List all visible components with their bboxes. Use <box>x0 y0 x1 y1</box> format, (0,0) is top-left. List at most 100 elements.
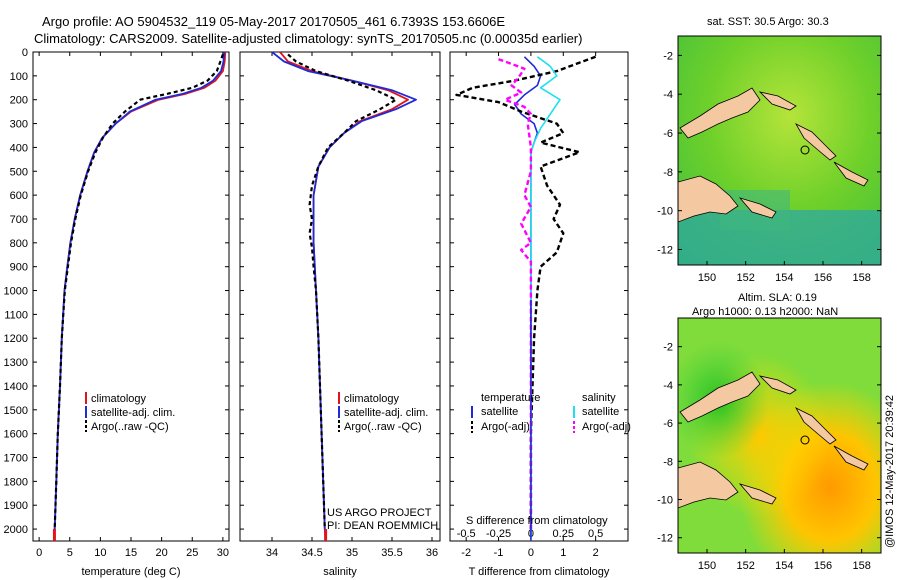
sst-map-axes: 150 152 154 156 158 -2 -4 -6 -8 -10 -12 <box>657 50 881 284</box>
depth-tick-label: 100 <box>10 71 28 83</box>
x-tick-label: -2 <box>461 547 471 559</box>
depth-tick-label: 500 <box>10 166 28 178</box>
x-axis-label: salinity <box>323 566 357 578</box>
sla-map-subtitle: Argo h1000: 0.13 h2000: NaN <box>692 306 838 318</box>
sla-map <box>678 318 881 553</box>
map-y-tick-label: -6 <box>663 128 673 140</box>
legend-label-temp-satellite: satellite <box>481 406 518 418</box>
legend-label-argo: Argo(..raw -QC) <box>91 421 169 433</box>
x-tick-label: 2 <box>593 547 599 559</box>
sst-map-frame <box>677 35 882 266</box>
depth-tick-label: 800 <box>10 238 28 250</box>
series-satellite-adj-clim- <box>271 52 417 539</box>
new-ireland-island <box>758 375 797 395</box>
map-y-tick-label: -12 <box>657 533 673 545</box>
map-x-tick-label: 156 <box>814 272 832 284</box>
difference-panel-frame <box>449 51 629 542</box>
bougainville-island <box>794 123 837 161</box>
louisiade-islands <box>738 483 777 505</box>
map-x-tick-label: 156 <box>814 560 832 572</box>
depth-tick-label: 200 <box>10 95 28 107</box>
map-x-tick-label: 154 <box>775 272 793 284</box>
depth-tick-label: 1000 <box>4 286 28 298</box>
map-x-tick-label: 150 <box>698 560 716 572</box>
x-tick-label: 20 <box>156 547 168 559</box>
solomon-islands <box>833 161 869 187</box>
legend-label-argo: Argo(..raw -QC) <box>344 421 422 433</box>
x-tick-label: 10 <box>94 547 106 559</box>
axes-layer: 0100200300400500600700800900100011001200… <box>4 47 628 578</box>
legend-label-sal-argo: Argo(-adj) <box>582 421 631 433</box>
series-climatology <box>53 52 227 539</box>
header-line-1: Argo profile: AO 5904532_119 05-May-2017… <box>42 14 505 29</box>
sst-land <box>678 87 869 223</box>
legend-title-temperature: temperature <box>481 392 540 404</box>
series-argo-raw-qc- <box>287 53 398 530</box>
sla-map-frame <box>677 317 882 554</box>
x-tick-label: 0 <box>36 547 42 559</box>
depth-tick-label: 2000 <box>4 524 28 536</box>
new-guinea-mainland <box>678 461 739 509</box>
depth-tick-label: 0 <box>22 47 28 59</box>
salinity-difference-axis-label: S difference from climatology <box>466 515 608 527</box>
legend-label-satellite: satellite-adj. clim. <box>344 407 428 419</box>
temperature-panel-frame <box>32 51 230 542</box>
x-tick-label: -1 <box>494 547 504 559</box>
louisiade-islands <box>738 197 777 219</box>
x-axis-label: temperature (deg C) <box>81 566 180 578</box>
legend-title-salinity: salinity <box>582 392 616 404</box>
top-x-tick-label: 0.5 <box>588 528 603 540</box>
depth-tick-label: 300 <box>10 119 28 131</box>
series-argo-raw-qc- <box>53 54 224 530</box>
depth-tick-label: 600 <box>10 190 28 202</box>
panel-0-series <box>53 52 227 539</box>
legend-label-temp-argo: Argo(-adj) <box>481 421 530 433</box>
map-y-tick-label: -2 <box>663 342 673 354</box>
argo-location-marker <box>800 145 810 155</box>
depth-tick-label: 400 <box>10 142 28 154</box>
x-tick-label: 15 <box>125 547 137 559</box>
legend-label-climatology: climatology <box>91 393 147 405</box>
salinity-legend: climatology satellite-adj. clim. Argo(..… <box>338 392 428 433</box>
bougainville-island <box>794 407 837 445</box>
x-tick-label: 35.5 <box>381 547 402 559</box>
x-tick-label: 34.5 <box>301 547 322 559</box>
salinity-panel-frame <box>239 51 441 542</box>
top-x-tick-label: -0.5 <box>457 528 476 540</box>
depth-tick-label: 700 <box>10 214 28 226</box>
legend-label-climatology: climatology <box>344 393 400 405</box>
argo-location-marker <box>800 435 810 445</box>
legend-label-sal-satellite: satellite <box>582 406 619 418</box>
sla-land <box>678 371 869 509</box>
panel-2-series <box>455 55 597 539</box>
panel-1-series <box>271 52 417 539</box>
map-x-tick-label: 152 <box>736 560 754 572</box>
x-tick-label: 5 <box>67 547 73 559</box>
series-salinity-satellite <box>530 56 561 539</box>
map-x-tick-label: 150 <box>698 272 716 284</box>
series-satellite-adj-clim- <box>53 52 225 539</box>
credit-line-1: US ARGO PROJECT <box>327 507 432 519</box>
depth-tick-label: 1500 <box>4 405 28 417</box>
depth-tick-label: 1300 <box>4 357 28 369</box>
top-x-tick-label: -0.25 <box>486 528 511 540</box>
new-britain-island <box>679 87 761 139</box>
x-tick-label: 0 <box>528 547 534 559</box>
depth-tick-label: 1600 <box>4 429 28 441</box>
solomon-islands <box>833 445 869 471</box>
map-y-tick-label: -10 <box>657 206 673 218</box>
x-tick-label: 25 <box>186 547 198 559</box>
sla-map-axes: 150 152 154 156 158 -2 -4 -6 -8 -10 -12 <box>657 342 881 572</box>
temperature-legend: climatology satellite-adj. clim. Argo(..… <box>85 392 175 433</box>
sst-map-title: sat. SST: 30.5 Argo: 30.3 <box>707 16 829 28</box>
lines-layer <box>52 52 597 541</box>
sla-map-title: Altim. SLA: 0.19 <box>738 292 817 304</box>
map-y-tick-label: -8 <box>663 456 673 468</box>
legend-label-satellite: satellite-adj. clim. <box>91 407 175 419</box>
map-x-tick-label: 152 <box>736 272 754 284</box>
depth-tick-label: 1100 <box>4 309 28 321</box>
depth-tick-label: 1400 <box>4 381 28 393</box>
x-axis-label: T difference from climatology <box>469 566 610 578</box>
depth-tick-label: 1200 <box>4 333 28 345</box>
x-tick-label: 35 <box>346 547 358 559</box>
